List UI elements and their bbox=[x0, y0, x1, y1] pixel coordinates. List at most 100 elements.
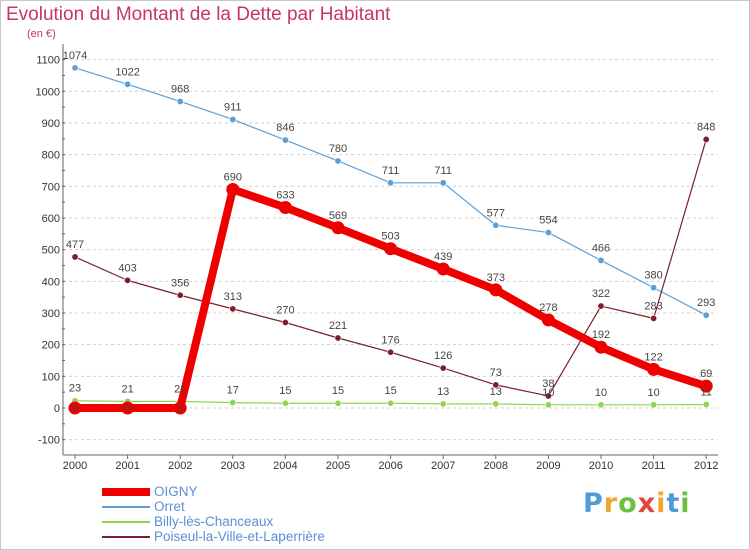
data-point bbox=[699, 379, 713, 393]
data-label: 15 bbox=[332, 385, 344, 397]
data-point bbox=[544, 229, 552, 237]
data-point bbox=[71, 64, 79, 72]
logo-letter: x bbox=[637, 488, 657, 519]
data-point bbox=[281, 399, 289, 407]
data-point bbox=[176, 291, 184, 299]
y-tick-label: -100 bbox=[38, 435, 60, 447]
data-label: 477 bbox=[66, 239, 84, 251]
data-label: 313 bbox=[224, 291, 242, 303]
data-point bbox=[597, 256, 605, 264]
data-label: 1074 bbox=[63, 50, 87, 62]
data-point bbox=[334, 334, 342, 342]
data-point bbox=[702, 311, 710, 319]
data-label: 221 bbox=[329, 320, 347, 332]
data-point bbox=[439, 400, 447, 408]
y-tick-label: 400 bbox=[42, 276, 60, 288]
data-label: 0 bbox=[72, 403, 78, 415]
data-label: 380 bbox=[644, 270, 662, 282]
data-label: 373 bbox=[487, 272, 505, 284]
y-tick-label: 1000 bbox=[36, 86, 60, 98]
y-tick-label: 600 bbox=[42, 213, 60, 225]
data-point bbox=[226, 182, 240, 196]
x-tick-label: 2000 bbox=[63, 460, 87, 472]
data-point bbox=[650, 284, 658, 292]
legend-swatch bbox=[102, 487, 150, 496]
x-tick-label: 2008 bbox=[484, 460, 508, 472]
data-label: 968 bbox=[171, 83, 189, 95]
data-label: 38 bbox=[542, 378, 554, 390]
data-point bbox=[650, 314, 658, 322]
data-point bbox=[650, 401, 658, 409]
data-point bbox=[121, 401, 135, 415]
data-label: 439 bbox=[434, 251, 452, 263]
data-label: 17 bbox=[227, 385, 239, 397]
legend-swatch bbox=[102, 520, 150, 523]
data-point bbox=[331, 221, 345, 235]
data-label: 848 bbox=[697, 121, 715, 133]
data-label: 122 bbox=[644, 351, 662, 363]
data-point bbox=[281, 318, 289, 326]
y-tick-label: 500 bbox=[42, 245, 60, 257]
legend-swatch bbox=[102, 535, 150, 538]
y-tick-label: 300 bbox=[42, 308, 60, 320]
data-label: 10 bbox=[595, 387, 607, 399]
legend-label: Billy-lès-Chanceaux bbox=[154, 514, 274, 529]
logo-letter: r bbox=[603, 488, 619, 519]
data-point bbox=[387, 399, 395, 407]
x-tick-label: 2011 bbox=[642, 460, 666, 472]
data-point bbox=[334, 399, 342, 407]
logo-letter: i bbox=[680, 488, 691, 519]
x-tick-label: 2009 bbox=[536, 460, 560, 472]
data-point bbox=[281, 136, 289, 144]
logo-letter: t bbox=[666, 488, 681, 519]
data-label: 466 bbox=[592, 242, 610, 254]
data-point bbox=[594, 340, 608, 354]
data-point bbox=[541, 313, 555, 327]
x-tick-label: 2005 bbox=[326, 460, 350, 472]
data-label: 780 bbox=[329, 143, 347, 155]
data-label: 15 bbox=[279, 385, 291, 397]
data-label: 21 bbox=[121, 383, 133, 395]
data-point bbox=[647, 362, 661, 376]
data-label: 270 bbox=[276, 304, 294, 316]
series-line-orret bbox=[74, 67, 707, 316]
data-point bbox=[597, 401, 605, 409]
data-label: 15 bbox=[384, 385, 396, 397]
legend-swatch bbox=[102, 505, 150, 508]
data-point bbox=[439, 364, 447, 372]
data-label: 126 bbox=[434, 350, 452, 362]
data-point bbox=[229, 115, 237, 123]
data-label: 10 bbox=[647, 387, 659, 399]
logo-letter: i bbox=[656, 488, 667, 519]
data-point bbox=[387, 348, 395, 356]
chart-title: Evolution du Montant de la Dette par Hab… bbox=[6, 4, 391, 25]
x-tick-label: 2003 bbox=[221, 460, 245, 472]
data-label: 293 bbox=[697, 297, 715, 309]
x-tick-label: 2012 bbox=[694, 460, 718, 472]
data-label: 569 bbox=[329, 210, 347, 222]
proxiti-logo: Proxiti bbox=[583, 488, 691, 519]
data-label: 176 bbox=[381, 334, 399, 346]
data-label: 0 bbox=[177, 403, 183, 415]
data-point bbox=[387, 179, 395, 187]
data-point bbox=[597, 302, 605, 310]
unit-label: (en €) bbox=[27, 28, 56, 40]
data-label: 11 bbox=[700, 387, 711, 399]
data-label: 403 bbox=[118, 262, 136, 274]
x-tick-label: 2007 bbox=[431, 460, 455, 472]
legend-item: OIGNY bbox=[102, 484, 325, 499]
legend: OIGNY Orret Billy-lès-Chanceaux Poiseul-la-… bbox=[102, 484, 325, 544]
data-point bbox=[176, 97, 184, 105]
data-label: 846 bbox=[276, 122, 294, 134]
data-label: 356 bbox=[171, 277, 189, 289]
data-label: 73 bbox=[490, 367, 502, 379]
series-line-poiseul-la-ville-et-laperri-re bbox=[74, 139, 707, 397]
data-point bbox=[334, 157, 342, 165]
x-tick-label: 2010 bbox=[589, 460, 613, 472]
data-label: 13 bbox=[490, 386, 502, 398]
y-tick-label: 700 bbox=[42, 181, 60, 193]
logo-letter: o bbox=[618, 488, 638, 519]
x-tick-label: 2002 bbox=[168, 460, 192, 472]
data-point bbox=[544, 392, 552, 400]
data-point bbox=[229, 399, 237, 407]
